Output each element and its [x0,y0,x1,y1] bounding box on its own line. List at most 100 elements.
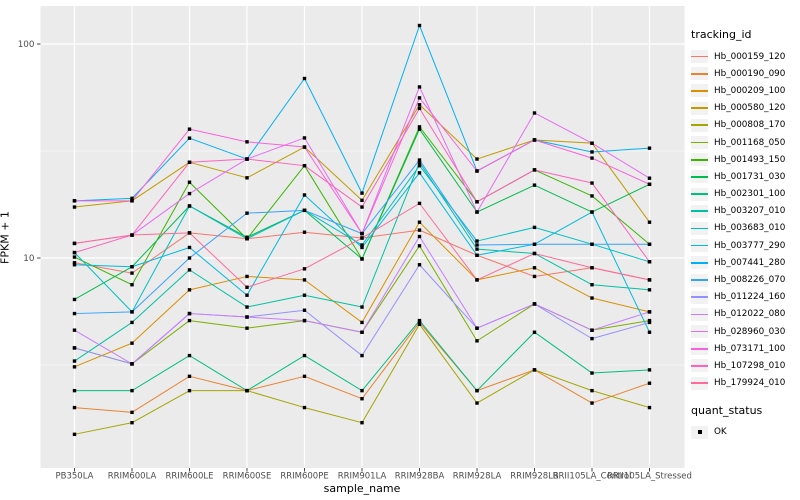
data-point [417,228,422,232]
data-point [72,328,77,332]
legend-entry-label: Hb_179924_010 [714,378,786,389]
data-point [360,320,364,325]
line-key-icon [691,221,708,235]
line-key-icon [691,101,708,115]
data-point [532,330,537,334]
legend-entry-ok: OK [691,424,799,441]
x-axis-title: sample_name [323,482,401,495]
data-point [532,274,537,279]
data-point [647,330,652,334]
x-tick-label: RRII105LA_Stressed [607,472,692,482]
legend-entry-Hb_073171_100: Hb_073171_100 [691,340,799,357]
data-point [72,311,77,316]
legend-entry-label: Hb_003207_010 [714,206,786,217]
data-point [647,242,652,246]
data-point [72,263,77,267]
legend-entries-tracking-id: Hb_000159_120 Hb_000190_090 Hb_000209_100 H… [691,48,799,392]
line-key-icon [691,359,708,373]
data-point [590,194,594,198]
legend-entry-label: Hb_073171_100 [714,343,786,354]
data-point [417,106,422,111]
x-tick-label: RRIM928LB [510,472,559,482]
legend-entry-label: Hb_000209_100 [714,85,786,96]
data-point [590,150,594,154]
data-point [417,23,422,28]
data-point [647,182,652,187]
line-key-icon [691,50,708,64]
line-key-icon [691,290,708,304]
data-point [417,244,422,248]
legend-entry-Hb_012022_080: Hb_012022_080 [691,306,799,323]
line-key-icon [691,239,708,253]
data-point [130,320,134,325]
x-tick-label: RRIM600PE [280,472,328,482]
data-point [475,401,479,405]
legend-entry-label: OK [714,427,727,438]
data-point [245,211,249,215]
data-point [187,191,192,196]
data-point [417,320,422,325]
data-point [130,388,134,393]
data-point [130,196,134,201]
data-point [187,180,192,184]
legend-entry-label: Hb_028960_030 [714,326,786,337]
legend-title-quant-status: quant_status [691,403,763,417]
data-point [417,318,422,323]
data-point [475,157,479,161]
data-point [417,125,422,129]
data-point [475,253,479,257]
data-point [475,247,479,251]
line-key-icon [691,136,708,150]
data-point [302,293,307,297]
data-point [302,318,307,323]
data-point [590,242,594,246]
data-point [130,199,134,203]
legend-entry-label: Hb_000808_170 [714,120,786,131]
data-point [590,328,594,332]
data-point [302,208,307,213]
data-point [187,160,192,165]
data-point [72,199,77,203]
legend-entry-Hb_001731_030: Hb_001731_030 [691,168,799,185]
data-point [417,263,422,267]
data-point [475,326,479,330]
legend-entry-Hb_002301_100: Hb_002301_100 [691,186,799,203]
data-point [360,198,364,203]
legend-title-tracking-id: tracking_id [691,28,752,41]
data-point [647,278,652,282]
legend-entry-Hb_003777_290: Hb_003777_290 [691,237,799,254]
data-point [590,181,594,185]
data-point [647,320,652,325]
legend-entry-Hb_001168_050: Hb_001168_050 [691,134,799,151]
data-point [245,157,249,161]
data-point [187,353,192,358]
legend-entry-label: Hb_000580_120 [714,103,786,114]
data-point [590,283,594,287]
data-point [417,127,422,131]
data-point [360,205,364,209]
legend-entry-label: Hb_011224_160 [714,292,786,303]
legend-entry-Hb_007441_280: Hb_007441_280 [691,254,799,271]
data-point [417,163,422,168]
data-point [360,257,364,261]
data-point [302,405,307,410]
data-point [130,271,134,275]
data-point [187,388,192,393]
data-point [187,318,192,323]
data-point [245,315,249,319]
legend-entry-label: Hb_107298_010 [714,360,786,371]
data-point [302,193,307,197]
data-point [302,374,307,379]
legend-entry-label: Hb_000159_120 [714,51,786,62]
data-point [130,362,134,366]
line-key-icon [691,307,708,321]
data-point [417,201,422,206]
data-point [417,171,422,175]
data-point [302,308,307,312]
data-point [647,310,652,314]
x-tick-label: RRIM600LE [166,472,214,482]
data-point [360,397,364,401]
data-point [360,245,364,250]
data-point [647,146,652,150]
data-point [187,136,192,140]
